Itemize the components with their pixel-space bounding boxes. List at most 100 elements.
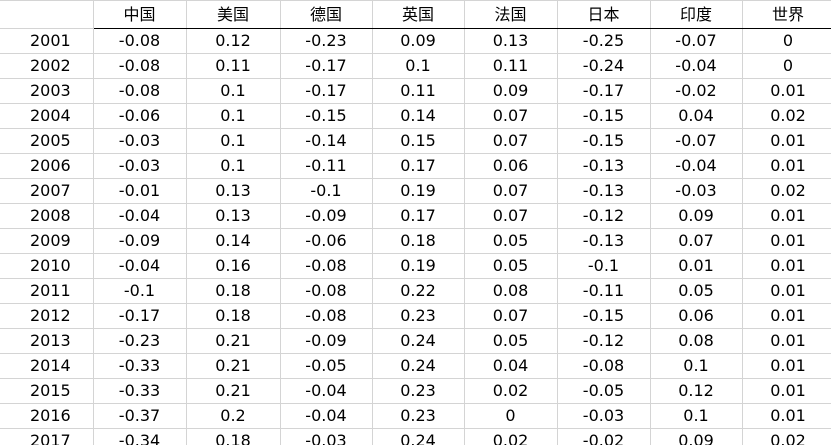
- value-cell[interactable]: 0.1: [372, 53, 465, 79]
- value-cell[interactable]: 0.17: [372, 203, 465, 229]
- value-cell[interactable]: 0.01: [742, 153, 831, 179]
- value-cell[interactable]: 0.2: [186, 403, 281, 429]
- value-cell[interactable]: 0.24: [372, 428, 465, 445]
- value-cell[interactable]: 0.18: [372, 228, 465, 254]
- value-cell[interactable]: 0.05: [650, 278, 743, 304]
- value-cell[interactable]: 0.14: [372, 103, 465, 129]
- value-cell[interactable]: 0.04: [464, 353, 558, 379]
- year-cell[interactable]: 2005: [0, 128, 94, 154]
- value-cell[interactable]: 0.24: [372, 353, 465, 379]
- value-cell[interactable]: -0.08: [280, 253, 373, 279]
- value-cell[interactable]: -0.17: [557, 78, 651, 104]
- value-cell[interactable]: 0.07: [464, 178, 558, 204]
- value-cell[interactable]: 0.08: [650, 328, 743, 354]
- value-cell[interactable]: -0.15: [280, 103, 373, 129]
- value-cell[interactable]: 0.11: [186, 53, 281, 79]
- value-cell[interactable]: 0.02: [742, 103, 831, 129]
- value-cell[interactable]: -0.1: [93, 278, 187, 304]
- value-cell[interactable]: 0.01: [742, 378, 831, 404]
- value-cell[interactable]: -0.08: [280, 278, 373, 304]
- value-cell[interactable]: 0.05: [464, 328, 558, 354]
- year-cell[interactable]: 2017: [0, 428, 94, 445]
- value-cell[interactable]: 0.23: [372, 403, 465, 429]
- value-cell[interactable]: 0.1: [186, 128, 281, 154]
- value-cell[interactable]: -0.04: [93, 253, 187, 279]
- value-cell[interactable]: 0.12: [186, 28, 281, 54]
- year-cell[interactable]: 2016: [0, 403, 94, 429]
- value-cell[interactable]: 0.15: [372, 128, 465, 154]
- value-cell[interactable]: -0.09: [93, 228, 187, 254]
- value-cell[interactable]: 0.01: [742, 253, 831, 279]
- value-cell[interactable]: -0.1: [557, 253, 651, 279]
- value-cell[interactable]: 0.01: [742, 203, 831, 229]
- value-cell[interactable]: 0.01: [742, 353, 831, 379]
- value-cell[interactable]: -0.11: [557, 278, 651, 304]
- value-cell[interactable]: -0.09: [280, 328, 373, 354]
- year-cell[interactable]: 2004: [0, 103, 94, 129]
- value-cell[interactable]: 0: [464, 403, 558, 429]
- value-cell[interactable]: 0.13: [186, 203, 281, 229]
- value-cell[interactable]: 0.21: [186, 378, 281, 404]
- value-cell[interactable]: -0.12: [557, 328, 651, 354]
- value-cell[interactable]: 0.08: [464, 278, 558, 304]
- header-cell-corner[interactable]: [0, 0, 94, 29]
- value-cell[interactable]: 0.01: [650, 253, 743, 279]
- value-cell[interactable]: -0.08: [93, 78, 187, 104]
- value-cell[interactable]: 0.18: [186, 278, 281, 304]
- value-cell[interactable]: -0.25: [557, 28, 651, 54]
- value-cell[interactable]: -0.02: [557, 428, 651, 445]
- value-cell[interactable]: 0.07: [464, 303, 558, 329]
- value-cell[interactable]: 0.01: [742, 78, 831, 104]
- value-cell[interactable]: -0.02: [650, 78, 743, 104]
- value-cell[interactable]: 0.23: [372, 303, 465, 329]
- header-cell-world[interactable]: 世界: [742, 0, 831, 29]
- value-cell[interactable]: -0.04: [93, 203, 187, 229]
- header-cell-china[interactable]: 中国: [93, 0, 187, 29]
- header-cell-india[interactable]: 印度: [650, 0, 743, 29]
- value-cell[interactable]: 0.13: [464, 28, 558, 54]
- value-cell[interactable]: 0.17: [372, 153, 465, 179]
- value-cell[interactable]: -0.23: [280, 28, 373, 54]
- value-cell[interactable]: -0.15: [557, 103, 651, 129]
- value-cell[interactable]: 0.02: [464, 378, 558, 404]
- value-cell[interactable]: 0.1: [186, 103, 281, 129]
- value-cell[interactable]: -0.15: [557, 303, 651, 329]
- value-cell[interactable]: 0.12: [650, 378, 743, 404]
- value-cell[interactable]: 0.23: [372, 378, 465, 404]
- value-cell[interactable]: -0.1: [280, 178, 373, 204]
- value-cell[interactable]: 0.01: [742, 228, 831, 254]
- value-cell[interactable]: -0.13: [557, 228, 651, 254]
- year-cell[interactable]: 2007: [0, 178, 94, 204]
- value-cell[interactable]: -0.03: [650, 178, 743, 204]
- value-cell[interactable]: 0.09: [650, 203, 743, 229]
- value-cell[interactable]: -0.05: [557, 378, 651, 404]
- year-cell[interactable]: 2003: [0, 78, 94, 104]
- value-cell[interactable]: 0.07: [650, 228, 743, 254]
- value-cell[interactable]: -0.34: [93, 428, 187, 445]
- year-cell[interactable]: 2006: [0, 153, 94, 179]
- value-cell[interactable]: -0.13: [557, 178, 651, 204]
- value-cell[interactable]: 0.11: [372, 78, 465, 104]
- value-cell[interactable]: 0: [742, 53, 831, 79]
- value-cell[interactable]: 0.19: [372, 178, 465, 204]
- value-cell[interactable]: 0.02: [742, 178, 831, 204]
- value-cell[interactable]: -0.04: [280, 378, 373, 404]
- value-cell[interactable]: 0.01: [742, 128, 831, 154]
- value-cell[interactable]: -0.11: [280, 153, 373, 179]
- value-cell[interactable]: -0.33: [93, 353, 187, 379]
- value-cell[interactable]: 0.02: [742, 428, 831, 445]
- header-cell-germany[interactable]: 德国: [280, 0, 373, 29]
- value-cell[interactable]: -0.15: [557, 128, 651, 154]
- value-cell[interactable]: 0.1: [650, 403, 743, 429]
- value-cell[interactable]: -0.03: [280, 428, 373, 445]
- value-cell[interactable]: 0.07: [464, 103, 558, 129]
- value-cell[interactable]: -0.04: [280, 403, 373, 429]
- value-cell[interactable]: 0.05: [464, 228, 558, 254]
- value-cell[interactable]: 0.09: [464, 78, 558, 104]
- value-cell[interactable]: -0.24: [557, 53, 651, 79]
- header-cell-france[interactable]: 法国: [464, 0, 558, 29]
- value-cell[interactable]: 0.24: [372, 328, 465, 354]
- year-cell[interactable]: 2010: [0, 253, 94, 279]
- value-cell[interactable]: 0.06: [464, 153, 558, 179]
- year-cell[interactable]: 2008: [0, 203, 94, 229]
